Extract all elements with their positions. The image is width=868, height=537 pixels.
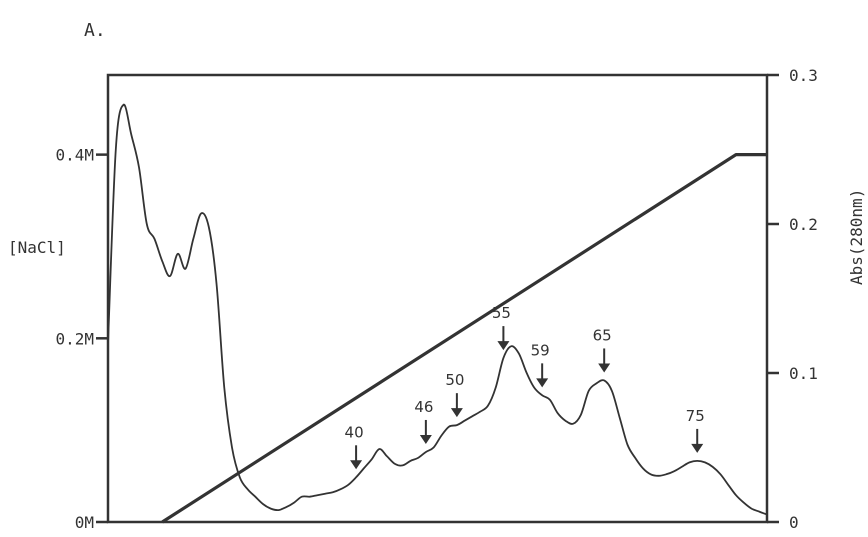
- fraction-label: 40: [345, 423, 364, 441]
- left-tick-label: 0.2M: [55, 329, 94, 348]
- peak-arrow-head: [691, 443, 704, 453]
- annotation-layer: 40 46 50 55 59 65 75: [345, 304, 705, 470]
- absorbance-trace: [107, 103, 768, 516]
- fraction-label: 65: [593, 326, 612, 344]
- left-axis-ticks: 0M 0.2M 0.4M: [55, 146, 108, 532]
- right-axis-label: Abs(280nm): [847, 189, 866, 285]
- left-axis-label: [NaCl]: [8, 238, 66, 257]
- left-tick-label: 0.4M: [55, 146, 94, 165]
- peak-arrow-head: [598, 363, 611, 373]
- fraction-label: 59: [531, 341, 550, 359]
- right-tick-label: 0: [789, 513, 799, 532]
- peak-arrow-head: [536, 378, 549, 388]
- right-axis-ticks: 0 0.1 0.2 0.3: [767, 66, 818, 532]
- fraction-label: 75: [686, 407, 705, 425]
- peak-arrow-head: [350, 460, 363, 470]
- right-tick-label: 0.2: [789, 215, 818, 234]
- series-layer: [107, 103, 768, 524]
- right-tick-label: 0.1: [789, 364, 818, 383]
- fraction-label: 50: [445, 371, 464, 389]
- peak-arrow-head: [497, 341, 510, 351]
- nacl-gradient-line: [161, 153, 767, 524]
- fraction-label: 55: [492, 304, 511, 322]
- plot-frame: [106, 73, 769, 524]
- peak-arrow-head: [419, 434, 432, 444]
- left-tick-label: 0M: [75, 513, 94, 532]
- fraction-label: 46: [414, 398, 433, 416]
- right-tick-label: 0.3: [789, 66, 818, 85]
- panel-label: A.: [84, 20, 106, 41]
- peak-arrow-head: [450, 408, 463, 418]
